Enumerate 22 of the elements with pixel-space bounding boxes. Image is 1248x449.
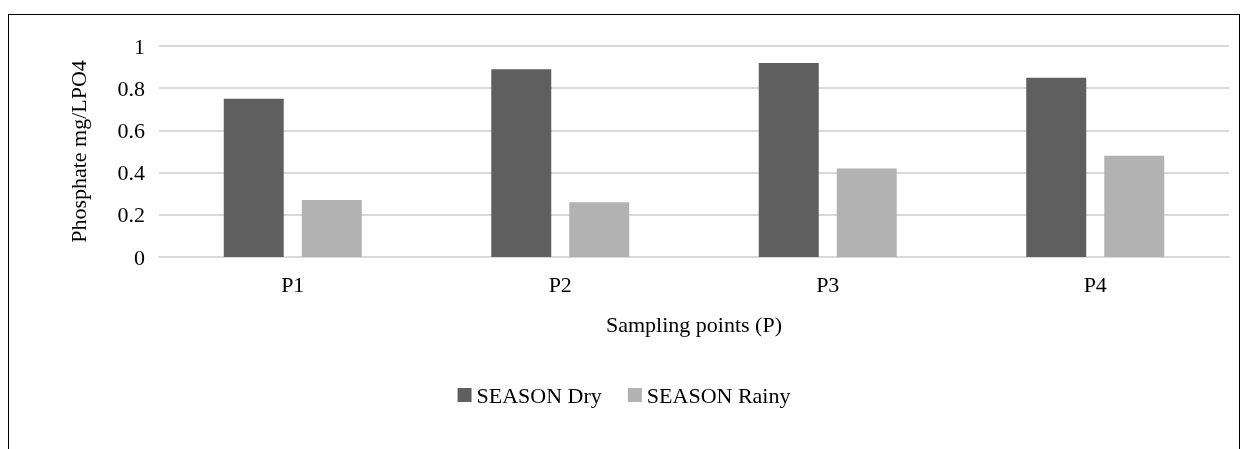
y-tick-label: 0 — [134, 244, 145, 270]
x-tick-label: P4 — [1083, 271, 1107, 297]
bar — [1026, 77, 1087, 257]
bar — [223, 98, 284, 257]
legend-label: SEASON Dry — [476, 382, 602, 408]
bar — [301, 200, 362, 257]
bar — [758, 62, 819, 257]
x-axis-title: Sampling points (P) — [605, 311, 783, 337]
bar — [569, 202, 630, 257]
bar — [491, 69, 552, 257]
bar — [1104, 155, 1165, 257]
y-tick-label: 0.8 — [117, 75, 145, 101]
y-axis-title: Phosphate mg/LPO4 — [65, 60, 91, 243]
bar — [836, 168, 897, 257]
x-tick-label: P2 — [548, 271, 572, 297]
legend-label: SEASON Rainy — [646, 382, 791, 408]
x-tick-label: P1 — [281, 271, 305, 297]
y-tick-label: 1 — [134, 33, 145, 59]
y-tick-label: 0.2 — [117, 202, 145, 228]
x-tick-label: P3 — [816, 271, 840, 297]
y-tick-label: 0.4 — [117, 160, 145, 186]
y-tick-label: 0.6 — [117, 117, 145, 143]
